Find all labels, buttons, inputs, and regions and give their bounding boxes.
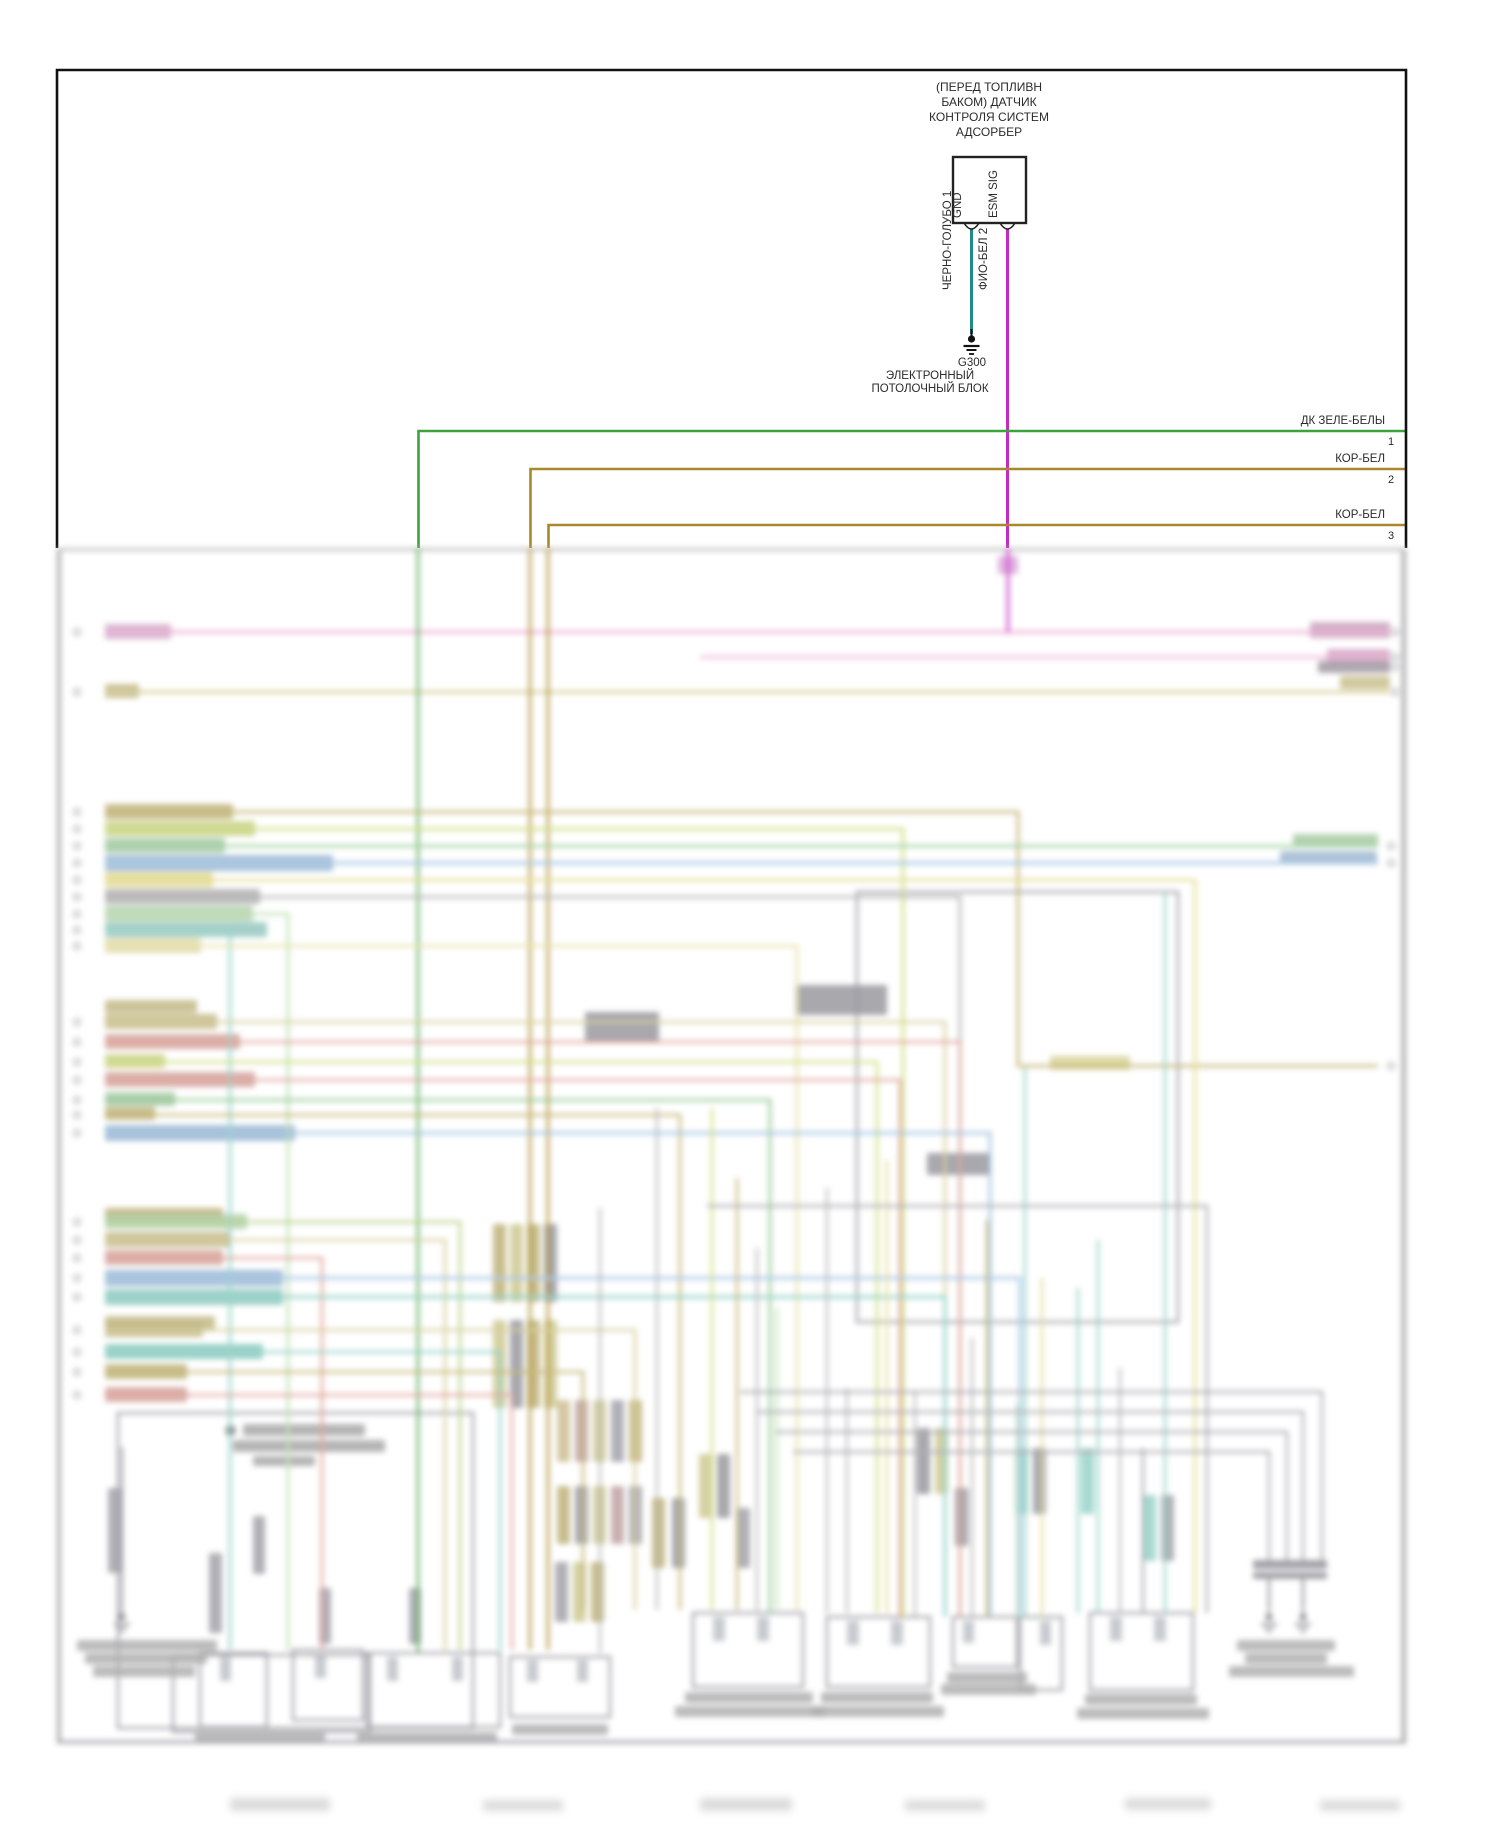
page-footer-marks [0, 1790, 1500, 1824]
wire-pin-number: 3 [1388, 530, 1395, 542]
wire-label-violet-white: ФИО-БЕЛ 2 [978, 227, 990, 290]
component-title-line: КОНТРОЛЯ СИСТЕМ [929, 110, 1049, 124]
blurred-schematic-region [57, 548, 1406, 1750]
wire-label-dk-green-white: ДК ЗЕЛЕ-БЕЛЫ [1300, 415, 1385, 427]
ground-desc-line: ПОТОЛОЧНЫЙ БЛОК [871, 383, 989, 395]
wire-pin-number: 1 [1388, 436, 1395, 448]
blurred-schematic-canvas [57, 548, 1406, 1744]
component-pin-esm-label: ESM SIG [988, 170, 1000, 218]
wire-label-brown-white: КОР-БЕЛ [1335, 453, 1385, 465]
wire-label-black-blue: ЧЕРНО-ГОЛУБО 1 [942, 190, 954, 290]
component-title-line: АДСОРБЕР [955, 125, 1023, 139]
wire-pin-number: 2 [1388, 474, 1395, 486]
component-title-line: (ПЕРЕД ТОПЛИВН [935, 80, 1042, 94]
ground-id: G300 [957, 357, 987, 369]
footer-marks-canvas [230, 1798, 1400, 1811]
ground-desc-line: ЭЛЕКТРОННЫЙ [885, 370, 975, 382]
component-title-line: БАКОМ) ДАТЧИК [941, 95, 1037, 109]
wire-label-brown-white: КОР-БЕЛ [1335, 509, 1385, 521]
